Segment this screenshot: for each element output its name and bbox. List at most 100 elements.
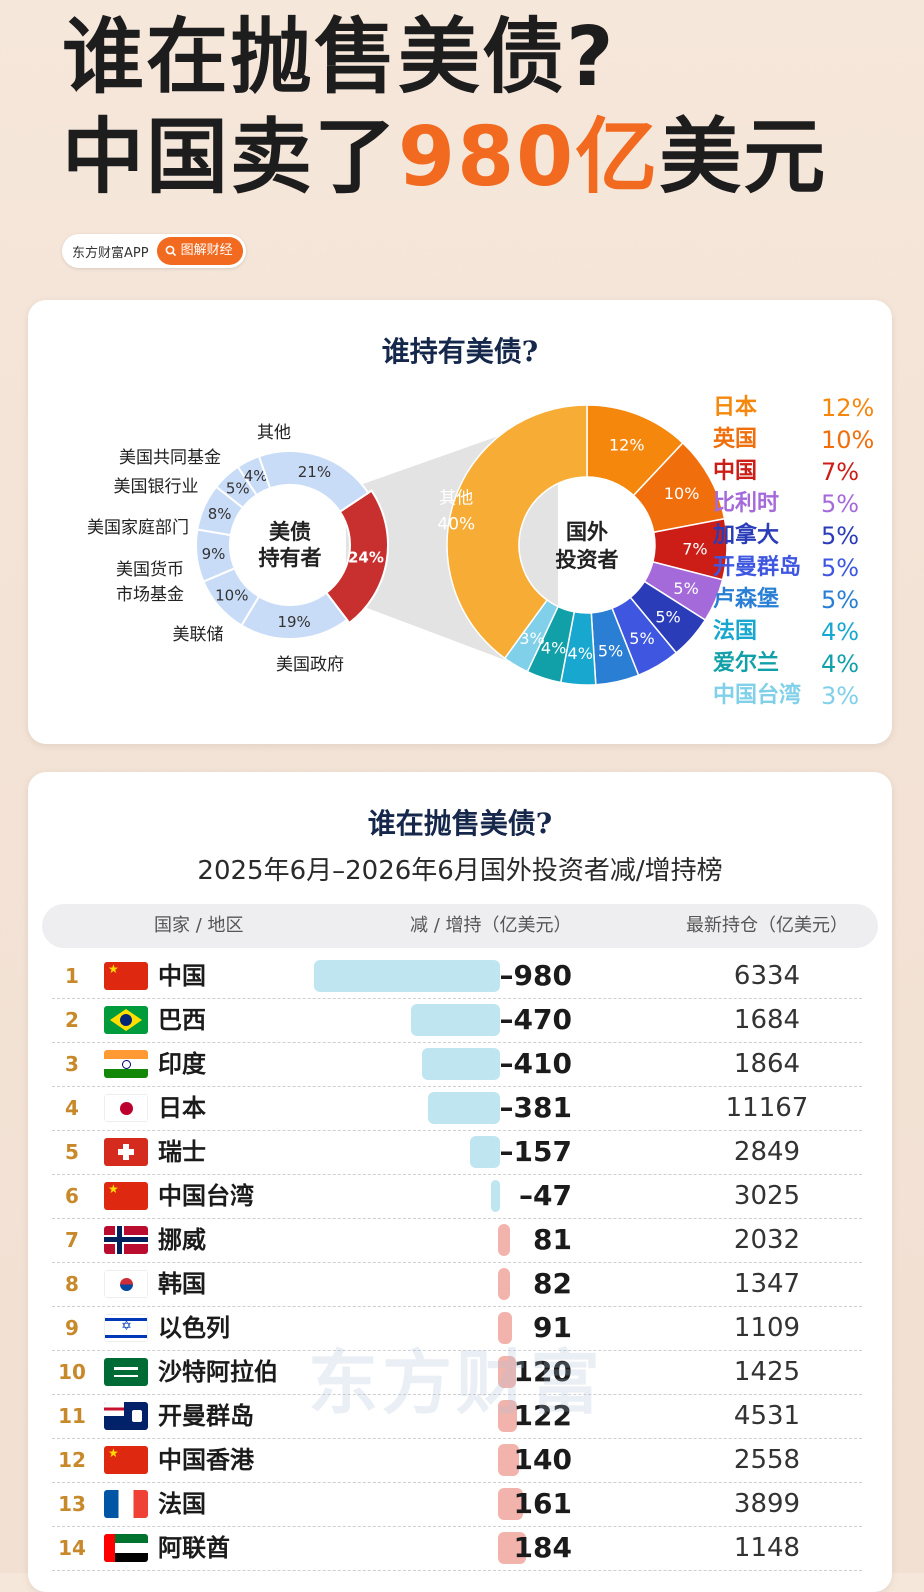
legend-value: 5% xyxy=(821,586,860,614)
headline-pre: 中国卖了 xyxy=(62,110,399,205)
holding-value: 1425 xyxy=(733,1357,801,1387)
holding-value: 1148 xyxy=(733,1533,801,1563)
legend-item: 卢森堡 5% xyxy=(713,584,881,616)
flag-icon xyxy=(104,1050,148,1078)
change-value: 91 xyxy=(533,1311,572,1344)
headline-post: 美元 xyxy=(659,110,828,205)
flag-icon xyxy=(104,1226,148,1254)
country-name: 中国 xyxy=(158,962,206,990)
legend-item: 中国 7% xyxy=(713,456,881,488)
holders-chart: 24%19%10%9%8%5%4% 21%美债持有者其他美国共同基金美国银行业美国… xyxy=(87,404,728,686)
change-bar xyxy=(410,1004,500,1036)
rank: 1 xyxy=(65,964,79,988)
brand-app-name: 东方财富APP xyxy=(72,245,149,261)
holding-value: 3899 xyxy=(733,1489,801,1519)
table-row: 7 挪威 81 2032 xyxy=(52,1218,862,1263)
foreign-other-value: 40% xyxy=(437,515,475,535)
country-name: 巴西 xyxy=(158,1006,206,1034)
table-row: 12 ★ 中国香港 140 2558 xyxy=(52,1438,862,1483)
rank: 4 xyxy=(65,1096,79,1120)
rank: 6 xyxy=(65,1184,79,1208)
holding-value: 11167 xyxy=(725,1093,809,1123)
change-value: –47 xyxy=(519,1179,572,1212)
rank: 14 xyxy=(58,1536,86,1560)
holders-center-label-1: 美债 xyxy=(269,520,311,544)
change-value: 120 xyxy=(513,1355,572,1388)
legend-name: 中国台湾 xyxy=(713,683,802,708)
holder-outer-label: 其他 xyxy=(257,423,291,443)
holder-outer-label: 美国货币 xyxy=(116,560,184,580)
change-value: 122 xyxy=(513,1399,572,1432)
foreign-slice-label: 5% xyxy=(598,641,623,660)
ranking-title: 谁在抛售美债? xyxy=(367,807,553,840)
holding-value: 1347 xyxy=(733,1269,801,1299)
country-name: 法国 xyxy=(158,1490,206,1518)
holding-value: 1864 xyxy=(733,1049,801,1079)
holding-value: 2558 xyxy=(733,1445,801,1475)
holding-value: 2849 xyxy=(733,1137,801,1167)
holder-slice-label: 9% xyxy=(202,545,226,563)
col-country: 国家 / 地区 xyxy=(154,915,244,936)
table-row: 3 印度 –410 1864 xyxy=(52,1042,862,1087)
legend-name: 日本 xyxy=(713,395,758,420)
change-bar xyxy=(470,1136,500,1168)
country-name: 中国香港 xyxy=(158,1446,254,1474)
headline-line2: 中国卖了980亿美元 xyxy=(62,110,827,206)
legend-item: 法国 4% xyxy=(713,616,881,648)
foreign-legend: 日本 12% 英国 10% 中国 7% 比利时 5% 加拿大 5% 开曼群岛 5% 卢森堡 5% 法国 4% 爱… xyxy=(713,392,881,712)
holder-slice-label: 8% xyxy=(208,505,232,523)
change-bar xyxy=(498,1312,512,1344)
holder-slice-label: 24% xyxy=(348,549,384,567)
flag-icon: ★ xyxy=(104,1446,148,1474)
table-row: 9 ✡ 以色列 91 1109 xyxy=(52,1306,862,1351)
legend-item: 加拿大 5% xyxy=(713,520,881,552)
change-bar xyxy=(498,1488,523,1520)
change-value: 82 xyxy=(533,1267,572,1300)
legend-item: 日本 12% xyxy=(713,392,881,424)
change-bar xyxy=(422,1048,500,1080)
flag-icon xyxy=(104,1270,148,1298)
holding-value: 2032 xyxy=(733,1225,801,1255)
change-bar xyxy=(498,1356,517,1388)
foreign-slice-label: 10% xyxy=(664,484,700,503)
flag-icon: ✡ xyxy=(104,1314,148,1342)
rank: 13 xyxy=(58,1492,86,1516)
search-icon xyxy=(165,245,176,257)
legend-value: 3% xyxy=(821,682,860,710)
holder-outer-label: 美国共同基金 xyxy=(119,448,221,468)
legend-value: 5% xyxy=(821,554,860,582)
holder-outer-label: 市场基金 xyxy=(116,585,184,605)
foreign-center-label-2: 投资者 xyxy=(556,548,619,572)
brand-badge: 东方财富APP 图解财经 xyxy=(62,234,246,268)
country-name: 日本 xyxy=(158,1094,206,1122)
brand-tag-label: 图解财经 xyxy=(180,243,233,258)
holders-title: 谁持有美债? xyxy=(381,335,539,368)
holder-outer-label: 美国家庭部门 xyxy=(87,518,189,538)
holder-slice-label: 5% xyxy=(226,479,250,497)
foreign-slice-label: 4% xyxy=(541,639,566,658)
holding-value: 1684 xyxy=(733,1005,801,1035)
rank: 9 xyxy=(65,1316,79,1340)
change-value: 140 xyxy=(513,1443,572,1476)
legend-name: 加拿大 xyxy=(713,523,780,548)
foreign-slice-label: 7% xyxy=(682,539,707,558)
holder-outer-label: 美联储 xyxy=(173,625,224,645)
legend-value: 12% xyxy=(821,394,875,422)
change-bar xyxy=(498,1532,526,1564)
legend-value: 4% xyxy=(821,650,860,678)
headline-highlight: 980亿 xyxy=(398,110,660,205)
table-row: 6 ★ 中国台湾 –47 3025 xyxy=(52,1174,862,1219)
holder-slice-label: 19% xyxy=(277,613,310,631)
holding-value: 6334 xyxy=(733,961,801,991)
foreign-slice-label: 5% xyxy=(655,607,680,626)
legend-name: 卢森堡 xyxy=(713,587,780,612)
legend-value: 7% xyxy=(821,458,860,486)
country-name: 挪威 xyxy=(158,1226,206,1254)
change-value: –157 xyxy=(499,1135,572,1168)
legend-name: 爱尔兰 xyxy=(713,651,780,676)
country-name: 沙特阿拉伯 xyxy=(158,1358,278,1386)
flag-icon xyxy=(104,1490,148,1518)
foreign-slice-label: 3% xyxy=(519,629,544,648)
foreign-other-name: 其他 xyxy=(439,489,473,509)
rank: 12 xyxy=(58,1448,86,1472)
